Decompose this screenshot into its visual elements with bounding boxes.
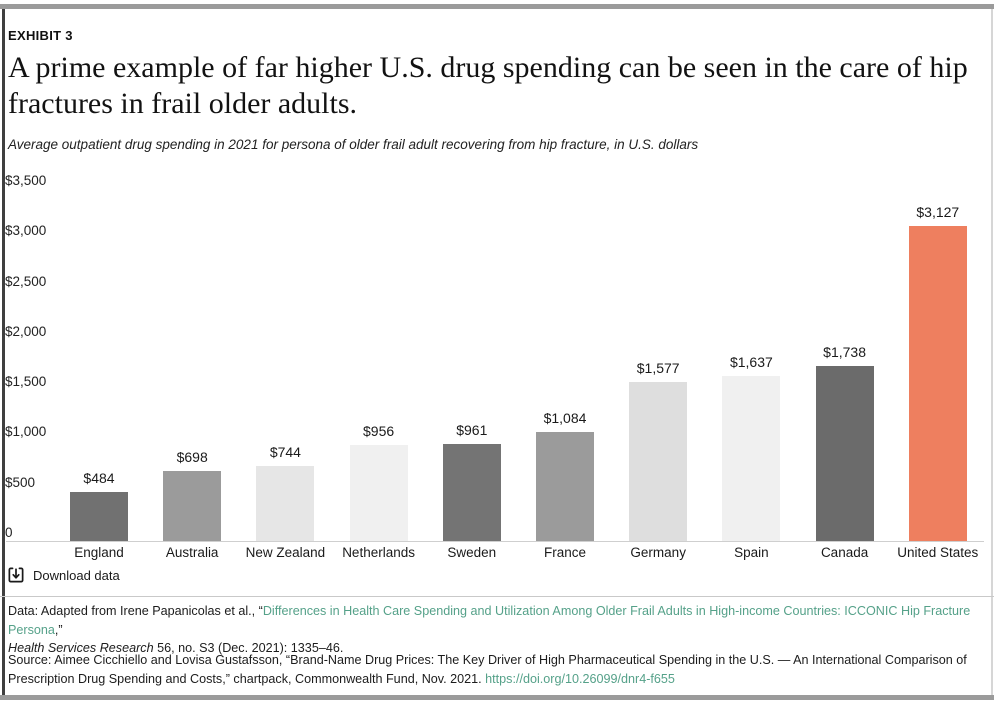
bar-value-label: $698	[176, 449, 208, 465]
x-axis-category-label: England	[74, 545, 124, 560]
x-axis-category-label: United States	[897, 545, 979, 560]
journal-name: Health Services Research	[8, 641, 154, 655]
source-doi-link[interactable]: https://doi.org/10.26099/dnr4-f655	[485, 671, 675, 686]
source-note: Source: Aimee Cicchiello and Lovisa Gust…	[8, 651, 986, 688]
y-tick-label: $2,500	[5, 273, 47, 289]
x-axis-category-label: Spain	[734, 545, 769, 560]
y-tick-label: $3,500	[5, 172, 47, 188]
x-axis-line	[6, 541, 984, 542]
x-axis-category-label: New Zealand	[245, 545, 326, 560]
data-note-line1: Data: Adapted from Irene Papanicolas et …	[8, 602, 986, 639]
download-data-button[interactable]: Download data	[8, 567, 120, 583]
y-tick-label: $2,000	[5, 323, 47, 339]
bar-value-label: $3,127	[916, 204, 960, 220]
bar-spain	[722, 376, 781, 541]
bar-canada	[815, 366, 874, 541]
page-title: A prime example of far higher U.S. drug …	[8, 51, 968, 120]
data-note-citation: 56, no. S3 (Dec. 2021): 1335–46.	[153, 641, 344, 655]
y-tick-label: $3,000	[5, 223, 47, 239]
bar-germany	[629, 382, 688, 541]
bar-united-states	[908, 226, 967, 541]
bar-england	[70, 492, 128, 541]
y-tick-label: $500	[5, 474, 36, 490]
bar-australia	[163, 471, 222, 541]
exhibit-label: EXHIBIT 3	[8, 28, 73, 43]
bar-netherlands	[349, 445, 408, 541]
x-axis-category-label: Australia	[165, 545, 219, 560]
bar-france	[536, 432, 594, 541]
bar-new-zealand	[256, 466, 315, 541]
bar-sweden	[442, 444, 501, 541]
download-label: Download data	[33, 567, 120, 583]
y-tick-label: $1,500	[5, 374, 47, 390]
x-axis-category-label: Netherlands	[342, 545, 415, 560]
data-note-after-link: ,”	[54, 622, 63, 637]
frame-top-border	[0, 4, 994, 9]
x-axis-category-label: Canada	[820, 545, 869, 560]
bar-value-label: $1,577	[636, 360, 680, 376]
bar-value-label: $1,084	[543, 410, 587, 426]
notes-divider	[0, 596, 994, 597]
frame-right-border	[991, 9, 993, 695]
frame-bottom-border	[0, 695, 994, 700]
bar-value-label: $484	[83, 470, 115, 486]
data-note-prefix: Data: Adapted from Irene Papanicolas et …	[8, 604, 263, 618]
bar-value-label: $961	[456, 422, 488, 438]
download-icon	[8, 567, 24, 583]
bar-value-label: $744	[269, 444, 301, 460]
data-note: Data: Adapted from Irene Papanicolas et …	[8, 602, 986, 658]
y-tick-label: $1,000	[5, 424, 47, 440]
bar-value-label: $956	[363, 423, 395, 439]
y-tick-label: 0	[5, 525, 13, 540]
data-note-line2: Health Services Research 56, no. S3 (Dec…	[8, 639, 986, 658]
bar-value-label: $1,738	[823, 344, 866, 360]
bar-value-label: $1,637	[729, 354, 773, 370]
bar-chart: $3,500 $3,000 $2,500 $2,000 $1,500 $1,000 $500…	[0, 170, 994, 560]
x-axis-category-label: Germany	[630, 545, 686, 560]
chart-subtitle: Average outpatient drug spending in 2021…	[8, 137, 699, 152]
source-note-text: Source: Aimee Cicchiello and Lovisa Gust…	[8, 653, 967, 686]
x-axis-category-label: Sweden	[447, 545, 497, 560]
data-note-link[interactable]: Differences in Health Care Spending and …	[8, 604, 971, 637]
frame-left-border	[2, 9, 5, 695]
x-axis-category-label: France	[543, 545, 587, 560]
